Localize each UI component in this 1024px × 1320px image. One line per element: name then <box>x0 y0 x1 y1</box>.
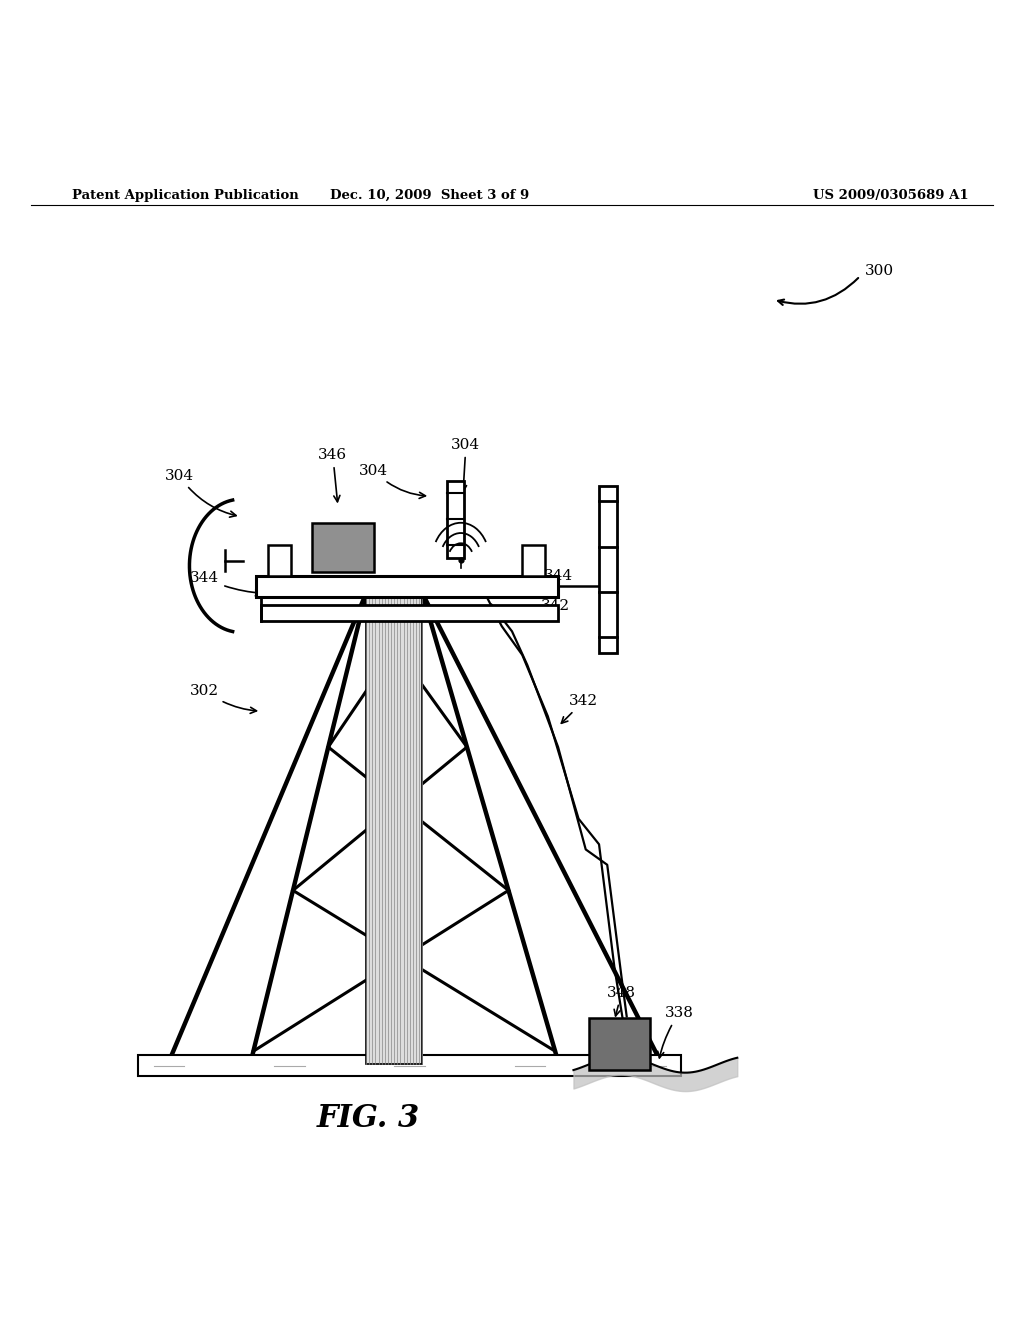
Bar <box>522 545 545 576</box>
Bar <box>261 605 558 622</box>
Bar <box>268 545 291 576</box>
Text: Dec. 10, 2009  Sheet 3 of 9: Dec. 10, 2009 Sheet 3 of 9 <box>331 189 529 202</box>
Text: 338: 338 <box>657 1006 693 1057</box>
Bar <box>312 523 374 572</box>
Text: 344: 344 <box>190 572 261 595</box>
Bar <box>256 576 558 597</box>
Text: 302: 302 <box>190 684 256 713</box>
Text: Patent Application Publication: Patent Application Publication <box>72 189 298 202</box>
Text: 342: 342 <box>506 599 569 615</box>
Bar <box>599 486 617 653</box>
Text: FIG. 3: FIG. 3 <box>317 1104 420 1134</box>
Text: 346: 346 <box>318 449 347 502</box>
Text: 342: 342 <box>561 694 598 723</box>
Text: 304: 304 <box>165 469 237 517</box>
Bar <box>589 1019 650 1069</box>
Bar <box>367 594 422 1064</box>
Text: 304: 304 <box>452 438 480 491</box>
Text: 348: 348 <box>607 986 636 1016</box>
Text: US 2009/0305689 A1: US 2009/0305689 A1 <box>813 189 969 202</box>
Text: 304: 304 <box>359 463 425 499</box>
Bar <box>447 480 464 557</box>
Bar <box>138 1055 681 1076</box>
Text: 344: 344 <box>521 569 572 591</box>
Text: 300: 300 <box>865 264 894 279</box>
